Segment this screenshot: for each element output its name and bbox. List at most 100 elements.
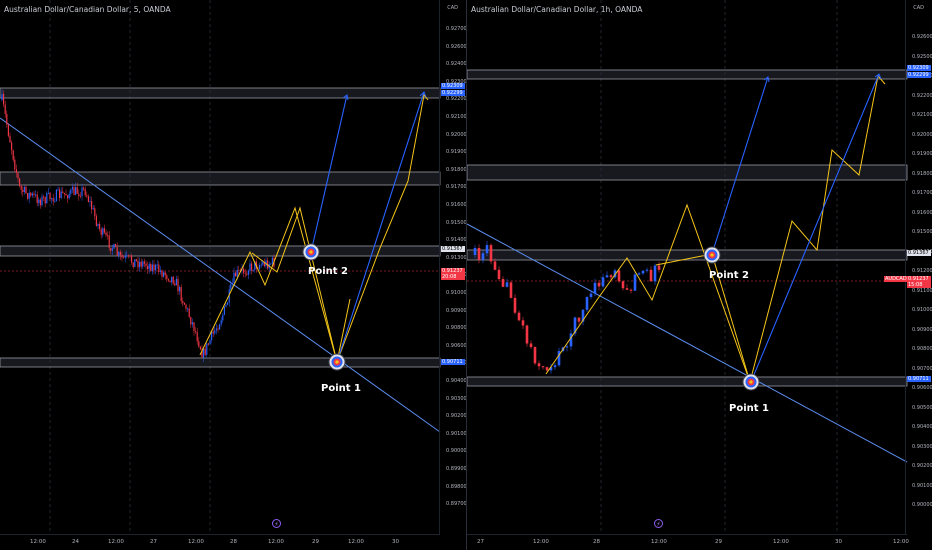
candle-body: [473, 248, 477, 255]
time-tick-label: 29: [715, 539, 722, 545]
price-tick-label: 0.90600: [446, 342, 466, 349]
candle-body: [521, 320, 525, 326]
arrowhead: [419, 91, 427, 98]
candle-body: [36, 194, 38, 203]
candle-body: [142, 261, 144, 267]
candle-body: [115, 244, 117, 248]
time-tick-label: 24: [72, 539, 79, 545]
time-tick-label: 12:00: [893, 539, 909, 545]
candle-body: [577, 317, 581, 322]
price-tick-label: 0.92000: [446, 131, 466, 138]
candle-body: [54, 201, 56, 202]
candle-body: [92, 208, 94, 210]
time-axis[interactable]: 12:00 24 12:00 27 12:00 28 12:00 29 12:00 30: [0, 534, 440, 550]
candle-body: [214, 330, 216, 334]
price-tick-label: 0.92700: [446, 26, 466, 32]
candle-body: [182, 300, 184, 303]
chart-pane-5m[interactable]: Australian Dollar/Canadian Dollar, 5, OA…: [0, 0, 466, 550]
candle-body: [609, 275, 613, 278]
candle-body: [94, 208, 96, 217]
candle-body: [73, 187, 75, 195]
chart-pane-1h[interactable]: Australian Dollar/Canadian Dollar, 1h, O…: [466, 0, 932, 550]
candle-body: [30, 192, 32, 196]
candle-body: [649, 269, 653, 282]
candle-body: [124, 255, 126, 258]
time-axis[interactable]: 27 12:00 28 12:00 29 12:00 30 12:00: [467, 534, 909, 550]
candle-body: [533, 347, 537, 364]
candle-body: [601, 277, 605, 287]
candle-body: [233, 272, 235, 283]
currency-label: CAD: [447, 5, 458, 11]
candle-body: [637, 273, 641, 275]
price-tick-label: 0.92600: [446, 43, 466, 50]
candle-body: [481, 253, 485, 260]
candle-body: [230, 284, 232, 290]
candle-body: [653, 265, 657, 282]
candle-body: [225, 304, 227, 307]
arrowhead: [874, 73, 882, 80]
candle-countdown: 15:08: [907, 282, 931, 288]
support-zone-bottom: [467, 376, 908, 387]
price-tick-label: 0.90800: [446, 325, 466, 332]
candle-body: [251, 263, 253, 271]
price-tick-label: 0.90100: [912, 482, 932, 489]
time-tick-label: 28: [230, 539, 237, 545]
candle-body: [537, 363, 541, 367]
currency-label: CAD: [913, 5, 924, 11]
candle-body: [28, 192, 30, 199]
candle-body: [163, 272, 165, 277]
price-axis[interactable]: CAD 0.92700 0.92600 0.92400 0.92300 0.92200 0…: [439, 0, 466, 535]
time-tick-label: 12:00: [108, 539, 124, 545]
lightning-icon[interactable]: ⚡: [272, 519, 281, 528]
candle-body: [172, 276, 174, 284]
price-tick-label: 0.91500: [446, 219, 466, 226]
candle-body: [139, 261, 141, 268]
candle-body: [239, 270, 241, 271]
candle-body: [113, 244, 115, 249]
candle-body: [35, 194, 37, 196]
candle-body: [509, 282, 513, 298]
candle-body: [605, 275, 609, 278]
candle-body: [617, 270, 621, 282]
candle-body: [244, 272, 246, 274]
candle-body: [9, 135, 11, 143]
chart-canvas-5m[interactable]: [0, 0, 466, 550]
candle-body: [156, 264, 158, 266]
candle-body: [501, 279, 505, 287]
arrowhead: [342, 94, 349, 101]
price-badge-zone-top: 0.92309: [441, 83, 465, 89]
price-tick-label: 0.91100: [912, 287, 932, 294]
lightning-icon[interactable]: ⚡: [654, 519, 663, 528]
candle-body: [95, 216, 97, 226]
candle-body: [187, 308, 189, 310]
candle-body: [529, 343, 533, 348]
time-tick-label: 29: [312, 539, 319, 545]
price-tick-label: 0.91800: [446, 166, 466, 173]
candle-body: [60, 191, 62, 198]
candle-body: [145, 263, 147, 267]
price-tick-label: 0.92200: [912, 92, 932, 99]
candle-body: [118, 251, 120, 256]
candle-body: [657, 265, 661, 270]
candle-body: [260, 264, 262, 266]
trendline: [467, 223, 908, 463]
price-tick-label: 0.92500: [912, 53, 932, 60]
price-tick-label: 0.90800: [912, 346, 932, 352]
candle-body: [549, 367, 553, 371]
candle-body: [108, 235, 110, 248]
candle-body: [81, 187, 83, 197]
candle-body: [148, 264, 150, 270]
price-tick-label: 0.90200: [912, 463, 932, 469]
candle-body: [167, 278, 169, 281]
candle-body: [613, 270, 617, 278]
candle-body: [553, 365, 557, 368]
price-axis[interactable]: CAD 0.926000.925000.924000.922000.921000…: [905, 0, 932, 535]
resistance-zone-upper: [0, 171, 441, 186]
candle-body: [70, 189, 72, 194]
resistance-zone-top: [0, 87, 441, 99]
candle-body: [79, 195, 81, 197]
price-tick-label: 0.90200: [446, 413, 466, 420]
candle-body: [188, 308, 190, 318]
chart-canvas-1h[interactable]: [467, 0, 932, 550]
supply-zone-mid: [0, 245, 441, 257]
